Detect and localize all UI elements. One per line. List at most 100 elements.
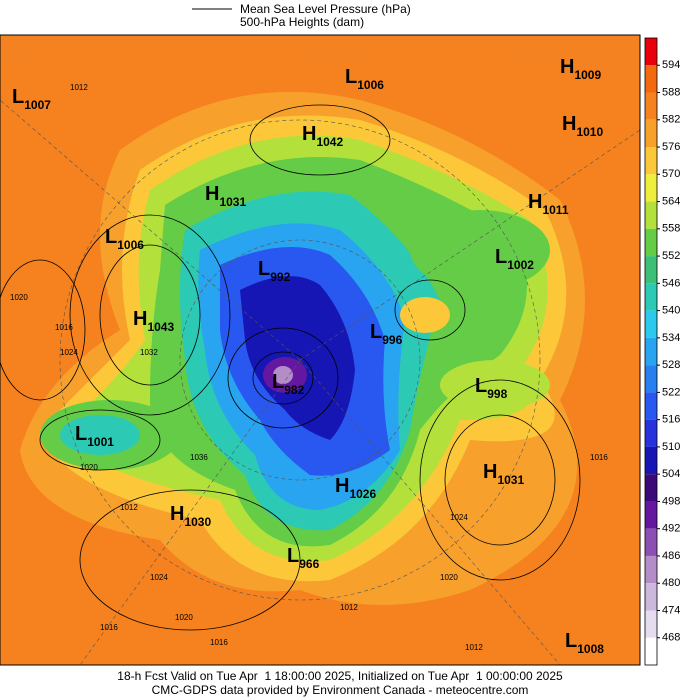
contour: [39, 409, 161, 471]
contour-label: 1012: [340, 603, 358, 612]
contour-label: 1020: [440, 573, 458, 582]
colorbar-bin: [645, 119, 657, 148]
colorbar-label: 510: [662, 441, 680, 453]
colorbar-label: 498: [662, 495, 680, 507]
center-value: 1043: [147, 320, 174, 334]
field: [273, 366, 293, 384]
colorbar-label: 564: [662, 195, 680, 207]
contour: [394, 279, 466, 341]
center-kind: H: [528, 191, 542, 213]
colorbar-bin: [645, 283, 657, 311]
center-value: 1009: [574, 68, 601, 82]
contour-label: 1016: [55, 323, 73, 332]
center-kind: L: [495, 246, 507, 268]
footer-line: 18-h Fcst Valid on Tue Apr 1 18:00:00 20…: [117, 669, 563, 683]
pressure-center: L1001: [75, 423, 114, 449]
legend: Mean Sea Level Pressure (hPa) 500-hPa He…: [192, 2, 411, 29]
colorbar-label: 576: [662, 141, 680, 153]
center-kind: L: [345, 66, 357, 88]
colorbar-bin: [645, 228, 657, 257]
center-kind: L: [272, 371, 284, 393]
center-value: 1030: [184, 515, 211, 529]
center-value: 998: [487, 387, 507, 401]
colorbar-bin: [645, 610, 657, 638]
colorbar-frame: [644, 37, 658, 666]
colorbar-bin: [645, 474, 657, 502]
center-value: 1002: [507, 258, 534, 272]
pressure-center: H1031: [483, 461, 524, 487]
colorbar-bin: [645, 92, 657, 120]
colorbar-label: 474: [662, 604, 680, 616]
colorbar-bin: [645, 174, 657, 202]
pressure-center: H1026: [335, 475, 376, 501]
contour-label: 1024: [450, 513, 468, 522]
center-value: 996: [382, 333, 402, 347]
colorbar-bin: [645, 501, 657, 529]
center-kind: L: [105, 226, 117, 248]
pressure-center: L1007: [12, 86, 51, 112]
contour-label: 1012: [465, 643, 483, 652]
center-value: 1008: [577, 642, 604, 656]
colorbar-label: 522: [662, 386, 680, 398]
colorbar-bin: [645, 528, 657, 556]
colorbar-label: 486: [662, 550, 680, 562]
center-value: 1026: [349, 487, 376, 501]
colorbar-label: 492: [662, 523, 680, 535]
contour: [249, 104, 391, 176]
center-kind: H: [335, 475, 349, 497]
pressure-center: H1042: [302, 123, 343, 149]
colorbar-bin: [645, 256, 657, 284]
colorbar-bin: [645, 147, 657, 175]
center-value: 1006: [117, 238, 144, 252]
center-kind: H: [302, 123, 316, 145]
colorbar-label: 588: [662, 86, 680, 98]
colorbar-label: 552: [662, 250, 680, 262]
contour-label: 1016: [590, 453, 608, 462]
contour-label: 1032: [140, 348, 158, 357]
center-kind: L: [475, 375, 487, 397]
colorbar-bin: [645, 365, 657, 393]
colorbar-bin: [645, 583, 657, 611]
graticule: [299, 359, 561, 666]
colorbar-label: 468: [662, 632, 680, 644]
contour-label: 1024: [60, 348, 78, 357]
contour-label: 1020: [175, 613, 193, 622]
map-frame: [0, 34, 641, 666]
pressure-center: L966: [287, 545, 320, 571]
contour-label: 1016: [210, 638, 228, 647]
contour: [419, 379, 581, 581]
contour-label: 1024: [150, 573, 168, 582]
pressure-center: H1009: [560, 56, 601, 82]
center-value: 1001: [87, 435, 114, 449]
colorbar-bin: [645, 555, 657, 584]
center-value: 1006: [357, 78, 384, 92]
contour-label: 1036: [190, 453, 208, 462]
legend-label: Mean Sea Level Pressure (hPa): [240, 2, 411, 16]
center-kind: L: [370, 321, 382, 343]
center-kind: L: [75, 423, 87, 445]
center-value: 1011: [542, 203, 568, 217]
pressure-center: L996: [370, 321, 403, 347]
colorbar-bin: [645, 637, 657, 665]
pressure-center: H1011: [528, 191, 569, 217]
contour: [252, 351, 314, 405]
contour: [79, 489, 301, 631]
colorbar-label: 534: [662, 332, 680, 344]
center-kind: H: [133, 308, 147, 330]
field: [410, 210, 550, 290]
contour: [69, 214, 231, 416]
pressure-center: H1030: [170, 503, 211, 529]
colorbar-label: 546: [662, 277, 680, 289]
contour-label: 1012: [120, 503, 138, 512]
legend-label: 500-hPa Heights (dam): [240, 15, 364, 29]
contour: [444, 414, 556, 546]
colorbar-label: 582: [662, 114, 680, 126]
contour: [0, 259, 86, 401]
colorbar-label: 540: [662, 305, 680, 317]
colorbar-bin: [645, 392, 657, 420]
colorbar: 594 588 582 576 570 564 558 552 546 540 534 528 522 5…: [644, 37, 680, 666]
colorbar-label: 480: [662, 577, 680, 589]
colorbar-bin: [645, 337, 657, 366]
graticule: [59, 119, 541, 601]
